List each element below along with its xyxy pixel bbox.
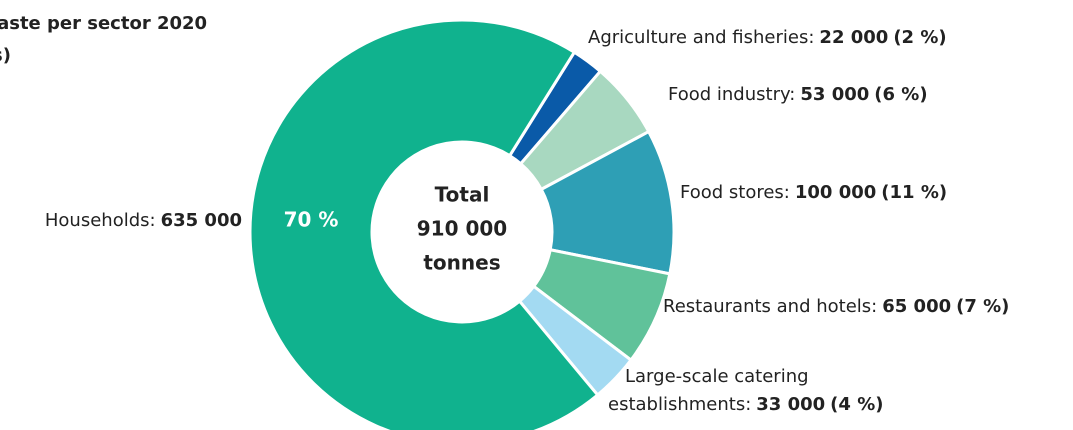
category-label: establishments:: [608, 394, 751, 415]
value-label: 22 000: [819, 27, 888, 48]
center-label: tonnes: [423, 251, 500, 275]
slice-label: Food industry: 53 000 (6 %): [668, 84, 928, 105]
value-label: 53 000: [800, 84, 869, 105]
category-label: Households:: [45, 210, 156, 231]
category-label: Agriculture and fisheries:: [588, 27, 814, 48]
category-label: Large-scale catering: [625, 366, 809, 387]
percent-label: (11 %): [881, 182, 947, 203]
category-label: Food industry:: [668, 84, 795, 105]
slice-label: Agriculture and fisheries: 22 000 (2 %): [588, 27, 947, 48]
slice-label: Households: 635 000: [45, 210, 242, 231]
value-label: 33 000: [756, 394, 825, 415]
center-label: 910 000: [417, 217, 507, 241]
percent-label: (2 %): [893, 27, 946, 48]
category-label: Food stores:: [680, 182, 790, 203]
donut-slice: [248, 18, 600, 430]
percent-label: 70 %: [284, 208, 339, 232]
slice-label: Food stores: 100 000 (11 %): [680, 182, 947, 203]
slice-label: Large-scale catering establishments: 33 00…: [608, 366, 883, 415]
percent-label: (7 %): [956, 296, 1009, 317]
donut-slice: [539, 129, 676, 276]
center-label: Total: [435, 183, 490, 207]
value-label: 100 000: [795, 182, 876, 203]
chart-title: (tonnes): [0, 45, 11, 66]
value-label: 65 000: [882, 296, 951, 317]
percent-label: (6 %): [874, 84, 927, 105]
slice-label: Restaurants and hotels: 65 000 (7 %): [663, 296, 1009, 317]
value-label: 635 000: [161, 210, 242, 231]
chart-title: Food waste per sector 2020: [0, 13, 207, 34]
category-label: Restaurants and hotels:: [663, 296, 877, 317]
percent-label: (4 %): [830, 394, 883, 415]
